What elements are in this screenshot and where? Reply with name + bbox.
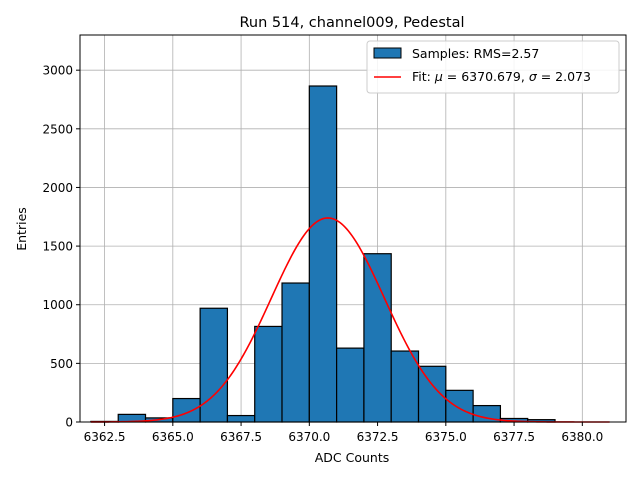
x-tick-label: 6370.0 — [288, 430, 330, 444]
legend-fit-sigma-value: = 2.073 — [537, 69, 591, 84]
x-tick-label: 6380.0 — [561, 430, 603, 444]
histogram-bar — [308, 85, 338, 423]
histogram-bar — [445, 389, 474, 423]
x-axis-ticks: 6362.5 6365.0 6367.5 6370.0 6372.5 6375.0 6377… — [84, 422, 603, 444]
grid-lines — [80, 35, 626, 423]
histogram-bar — [199, 307, 229, 423]
legend-box — [366, 40, 620, 94]
y-tick-label: 1500 — [42, 240, 73, 254]
y-axis-label: Entries — [14, 207, 29, 251]
legend-fit-mu-value: = 6370.679, — [443, 69, 529, 84]
x-tick-label: 6365.0 — [152, 430, 194, 444]
legend-label-fit: Fit: μ = 6370.679, σ = 2.073 — [412, 69, 591, 84]
histogram-bar — [363, 253, 392, 423]
histogram-bar — [226, 414, 256, 423]
histogram-bar — [336, 347, 365, 423]
histogram-bar — [172, 397, 201, 423]
y-axis-ticks: 0 500 1000 1500 2000 2500 3000 — [42, 64, 80, 430]
legend-patch-samples — [373, 47, 402, 59]
gaussian-fit-curve — [90, 217, 610, 423]
histogram-bars — [90, 85, 556, 423]
plot-frame — [79, 34, 627, 423]
histogram-bar — [281, 282, 310, 423]
legend-fit-prefix: Fit: — [412, 69, 435, 84]
histogram-bar — [254, 325, 283, 423]
x-tick-label: 6377.5 — [493, 430, 535, 444]
x-axis-label: ADC Counts — [315, 450, 390, 465]
y-tick-label: 0 — [65, 416, 73, 430]
x-tick-label: 6375.0 — [425, 430, 467, 444]
x-tick-label: 6372.5 — [357, 430, 399, 444]
legend-fit-sigma-symbol: σ — [529, 69, 538, 84]
chart-title: Run 514, channel009, Pedestal — [239, 15, 464, 31]
legend-label-samples: Samples: RMS=2.57 — [412, 46, 539, 61]
legend: Samples: RMS=2.57 Fit: μ = 6370.679, σ =… — [366, 40, 620, 94]
y-tick-label: 2000 — [42, 181, 73, 195]
legend-fit-mu-symbol: μ — [434, 69, 443, 84]
y-tick-label: 3000 — [42, 64, 73, 78]
y-tick-label: 2500 — [42, 122, 73, 136]
histogram-bar — [390, 350, 420, 423]
x-tick-label: 6367.5 — [220, 430, 262, 444]
x-tick-label: 6362.5 — [84, 430, 126, 444]
y-tick-label: 500 — [50, 357, 73, 371]
y-tick-label: 1000 — [42, 298, 73, 312]
